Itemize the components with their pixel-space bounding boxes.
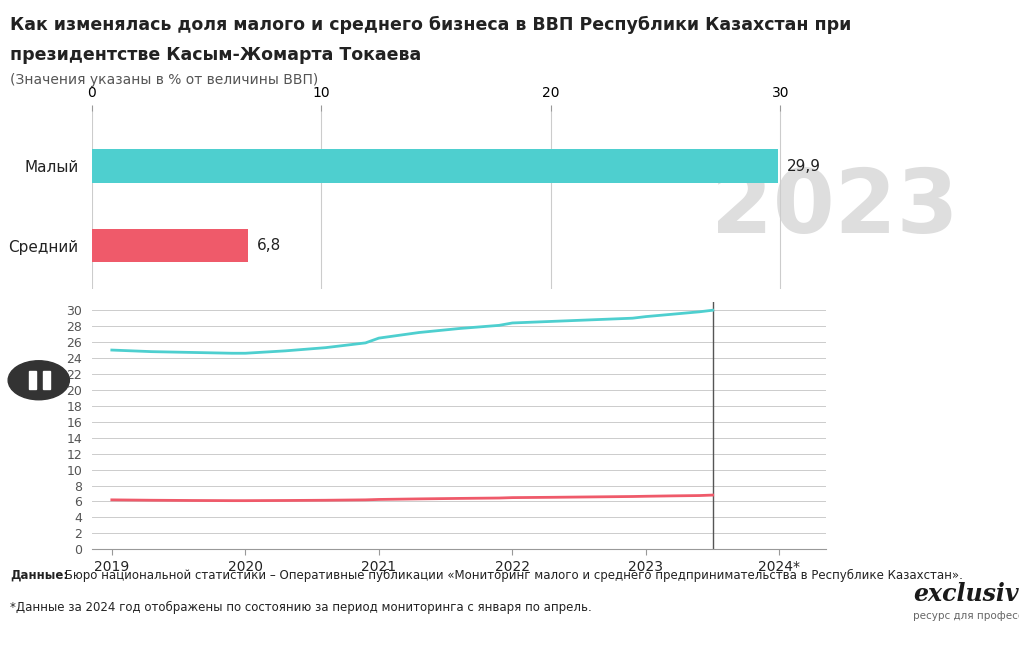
Text: 29,9: 29,9 [787, 159, 820, 174]
Text: Как изменялась доля малого и среднего бизнеса в ВВП Республики Казахстан при: Как изменялась доля малого и среднего би… [10, 16, 851, 34]
Text: 2023: 2023 [710, 165, 958, 252]
Text: 6,8: 6,8 [257, 238, 281, 253]
Bar [92, 229, 248, 262]
Text: Данные:: Данные: [10, 569, 68, 582]
Text: Бюро национальной статистики – Оперативные публикации «Мониторинг малого и средн: Бюро национальной статистики – Оперативн… [61, 569, 962, 582]
Text: *Данные за 2024 год отображены по состоянию за период мониторинга с января по ап: *Данные за 2024 год отображены по состоя… [10, 601, 591, 614]
Bar [92, 150, 777, 183]
Text: exclusive: exclusive [912, 582, 1019, 606]
Text: (Значения указаны в % от величины ВВП): (Значения указаны в % от величины ВВП) [10, 73, 318, 88]
Text: ресурс для профессионалов: ресурс для профессионалов [912, 611, 1019, 621]
Text: президентстве Касым-Жомарта Токаева: президентстве Касым-Жомарта Токаева [10, 46, 421, 64]
